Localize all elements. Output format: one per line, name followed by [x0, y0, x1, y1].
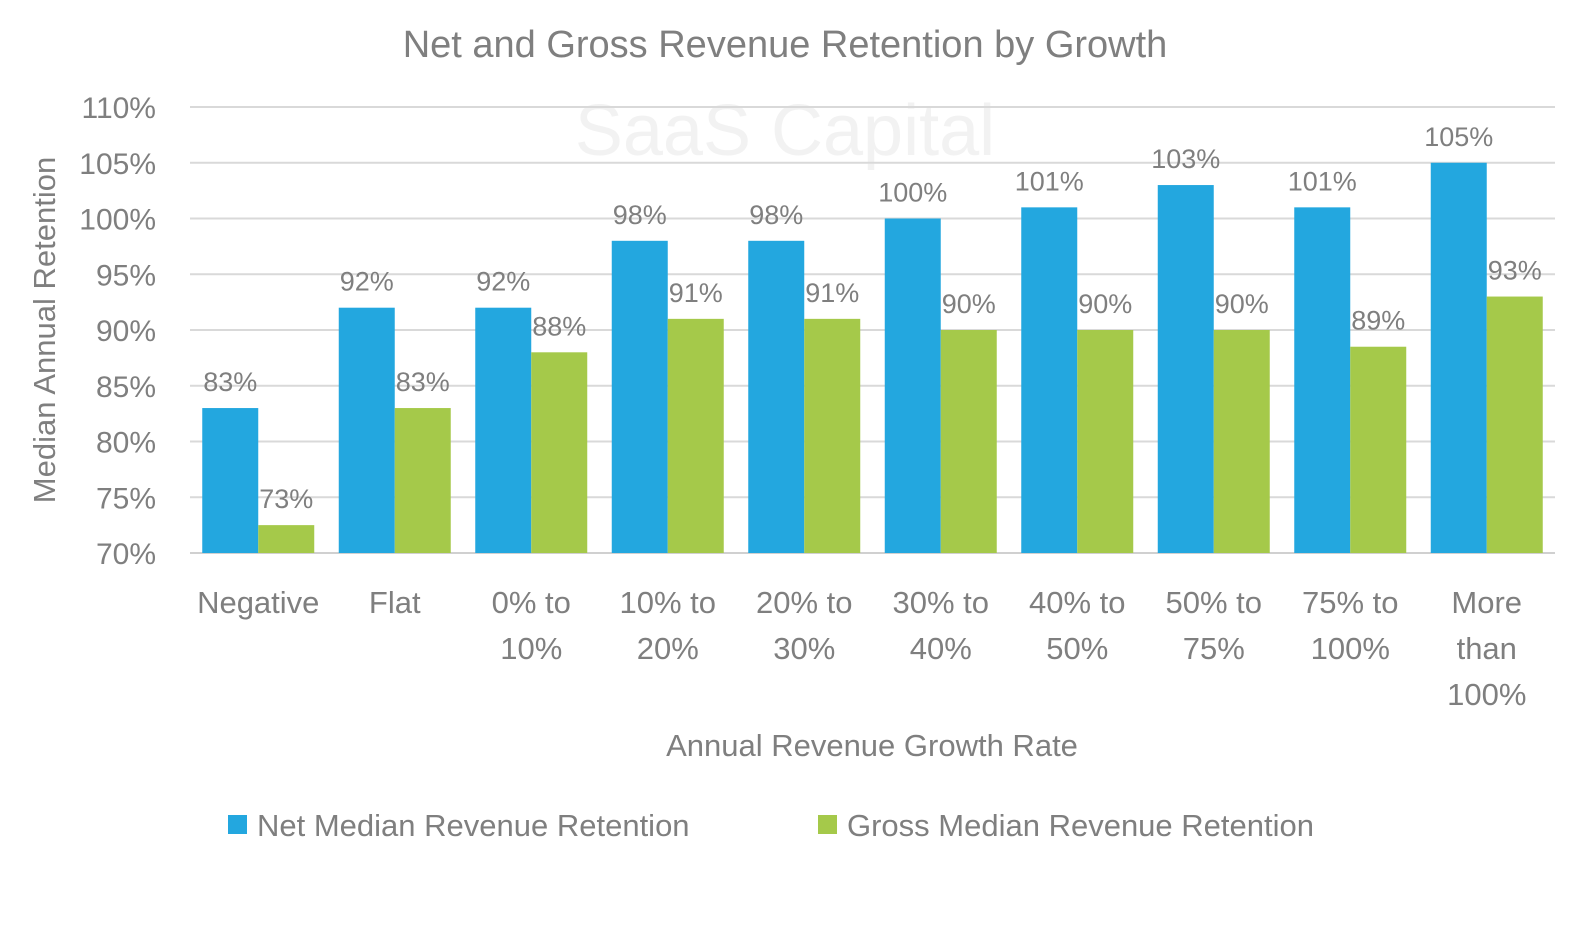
chart-title: Net and Gross Revenue Retention by Growt…	[403, 24, 1168, 66]
x-tick-label: 30% to 40%	[892, 585, 989, 666]
bar-net	[1430, 162, 1487, 553]
data-label: 90%	[1078, 289, 1132, 319]
x-tick-label: 75% to 100%	[1302, 585, 1399, 666]
x-tick-line: Negative	[197, 585, 319, 620]
bar-net	[884, 218, 941, 553]
x-tick-line: 0% to	[492, 585, 571, 620]
bar-net	[1157, 185, 1214, 554]
y-tick-label: 110%	[81, 92, 156, 125]
x-tick-label: 50% to 75%	[1165, 585, 1262, 666]
legend-swatch-gross	[818, 815, 837, 834]
x-axis-title: Annual Revenue Growth Rate	[666, 728, 1078, 763]
x-tick-line: 30%	[773, 631, 835, 666]
data-label: 73%	[259, 484, 313, 514]
x-tick-line: More	[1451, 585, 1522, 620]
bar-net	[202, 408, 259, 553]
data-label: 90%	[1215, 289, 1269, 319]
legend-swatch-net	[228, 815, 247, 834]
bar-gross	[804, 318, 861, 553]
bar-gross	[1077, 330, 1134, 553]
bar-gross	[1213, 330, 1270, 553]
bar-gross	[1486, 296, 1543, 553]
data-label: 91%	[805, 278, 859, 308]
bar-net	[611, 240, 668, 554]
x-tick-line: 20% to	[756, 585, 853, 620]
bar-gross	[394, 408, 451, 553]
data-label: 83%	[203, 367, 257, 397]
y-tick-label: 105%	[79, 148, 156, 181]
data-label: 93%	[1488, 256, 1542, 286]
bar-net	[338, 307, 395, 553]
x-tick-label: Flat	[369, 585, 421, 620]
x-tick-line: 75%	[1183, 631, 1245, 666]
bar-gross	[667, 318, 724, 553]
data-label: 101%	[1288, 166, 1357, 196]
y-tick-label: 85%	[96, 371, 156, 404]
data-label: 91%	[669, 278, 723, 308]
y-tick-label: 90%	[96, 315, 156, 348]
data-label: 101%	[1015, 166, 1084, 196]
data-label: 103%	[1151, 144, 1220, 174]
data-label: 100%	[878, 178, 947, 208]
data-label: 98%	[613, 200, 667, 230]
x-tick-line: 10% to	[619, 585, 716, 620]
x-tick-label: 40% to 50%	[1029, 585, 1126, 666]
x-tick-line: Flat	[369, 585, 421, 620]
data-label: 98%	[749, 200, 803, 230]
x-tick-label: 10% to 20%	[619, 585, 716, 666]
x-tick-label: 0% to 10%	[492, 585, 571, 666]
y-axis-ticks: 70% 75% 80% 85% 90% 95% 100% 105% 110%	[79, 92, 156, 571]
data-label: 92%	[476, 267, 530, 297]
y-tick-label: 100%	[79, 204, 156, 237]
bar-net	[748, 240, 805, 554]
x-axis-ticks: Negative Flat 0% to 10% 10% to 20% 20% to 30% 30…	[197, 585, 1526, 712]
data-label: 88%	[532, 311, 586, 341]
x-tick-line: 30% to	[892, 585, 989, 620]
bar-net	[475, 307, 532, 553]
x-tick-line: 100%	[1447, 677, 1526, 712]
x-tick-line: 75% to	[1302, 585, 1399, 620]
bar-net	[1021, 207, 1078, 553]
legend: Net Median Revenue Retention Gross Media…	[228, 808, 1314, 843]
legend-label-net: Net Median Revenue Retention	[257, 808, 690, 843]
data-label: 92%	[340, 267, 394, 297]
x-tick-line: 50% to	[1165, 585, 1262, 620]
data-label: 105%	[1424, 122, 1493, 152]
x-tick-line: 40%	[910, 631, 972, 666]
bar-gross	[1350, 346, 1407, 553]
x-tick-line: than	[1457, 631, 1517, 666]
legend-label-gross: Gross Median Revenue Retention	[847, 808, 1314, 843]
x-tick-line: 100%	[1311, 631, 1390, 666]
bars	[202, 162, 1543, 554]
legend-item-gross[interactable]: Gross Median Revenue Retention	[818, 808, 1314, 843]
y-tick-label: 70%	[96, 538, 156, 571]
data-labels: 83%73%92%83%92%88%98%91%98%91%100%90%101…	[203, 122, 1542, 514]
bar-gross	[531, 352, 588, 553]
y-tick-label: 80%	[96, 427, 156, 460]
x-tick-line: 20%	[637, 631, 699, 666]
watermark: SaaS Capital	[575, 91, 995, 171]
x-tick-label: 20% to 30%	[756, 585, 853, 666]
data-label: 89%	[1351, 306, 1405, 336]
data-label: 90%	[942, 289, 996, 319]
bar-gross	[940, 330, 997, 553]
bar-gross	[258, 525, 315, 553]
x-tick-line: 40% to	[1029, 585, 1126, 620]
y-tick-label: 95%	[96, 259, 156, 292]
data-label: 83%	[396, 367, 450, 397]
x-tick-line: 10%	[500, 631, 562, 666]
x-tick-label: Negative	[197, 585, 319, 620]
y-tick-label: 75%	[96, 482, 156, 515]
x-tick-label: More than 100%	[1447, 585, 1526, 712]
y-axis-title: Median Annual Retention	[27, 157, 62, 503]
x-tick-line: 50%	[1046, 631, 1108, 666]
legend-item-net[interactable]: Net Median Revenue Retention	[228, 808, 690, 843]
bar-net	[1294, 207, 1351, 553]
